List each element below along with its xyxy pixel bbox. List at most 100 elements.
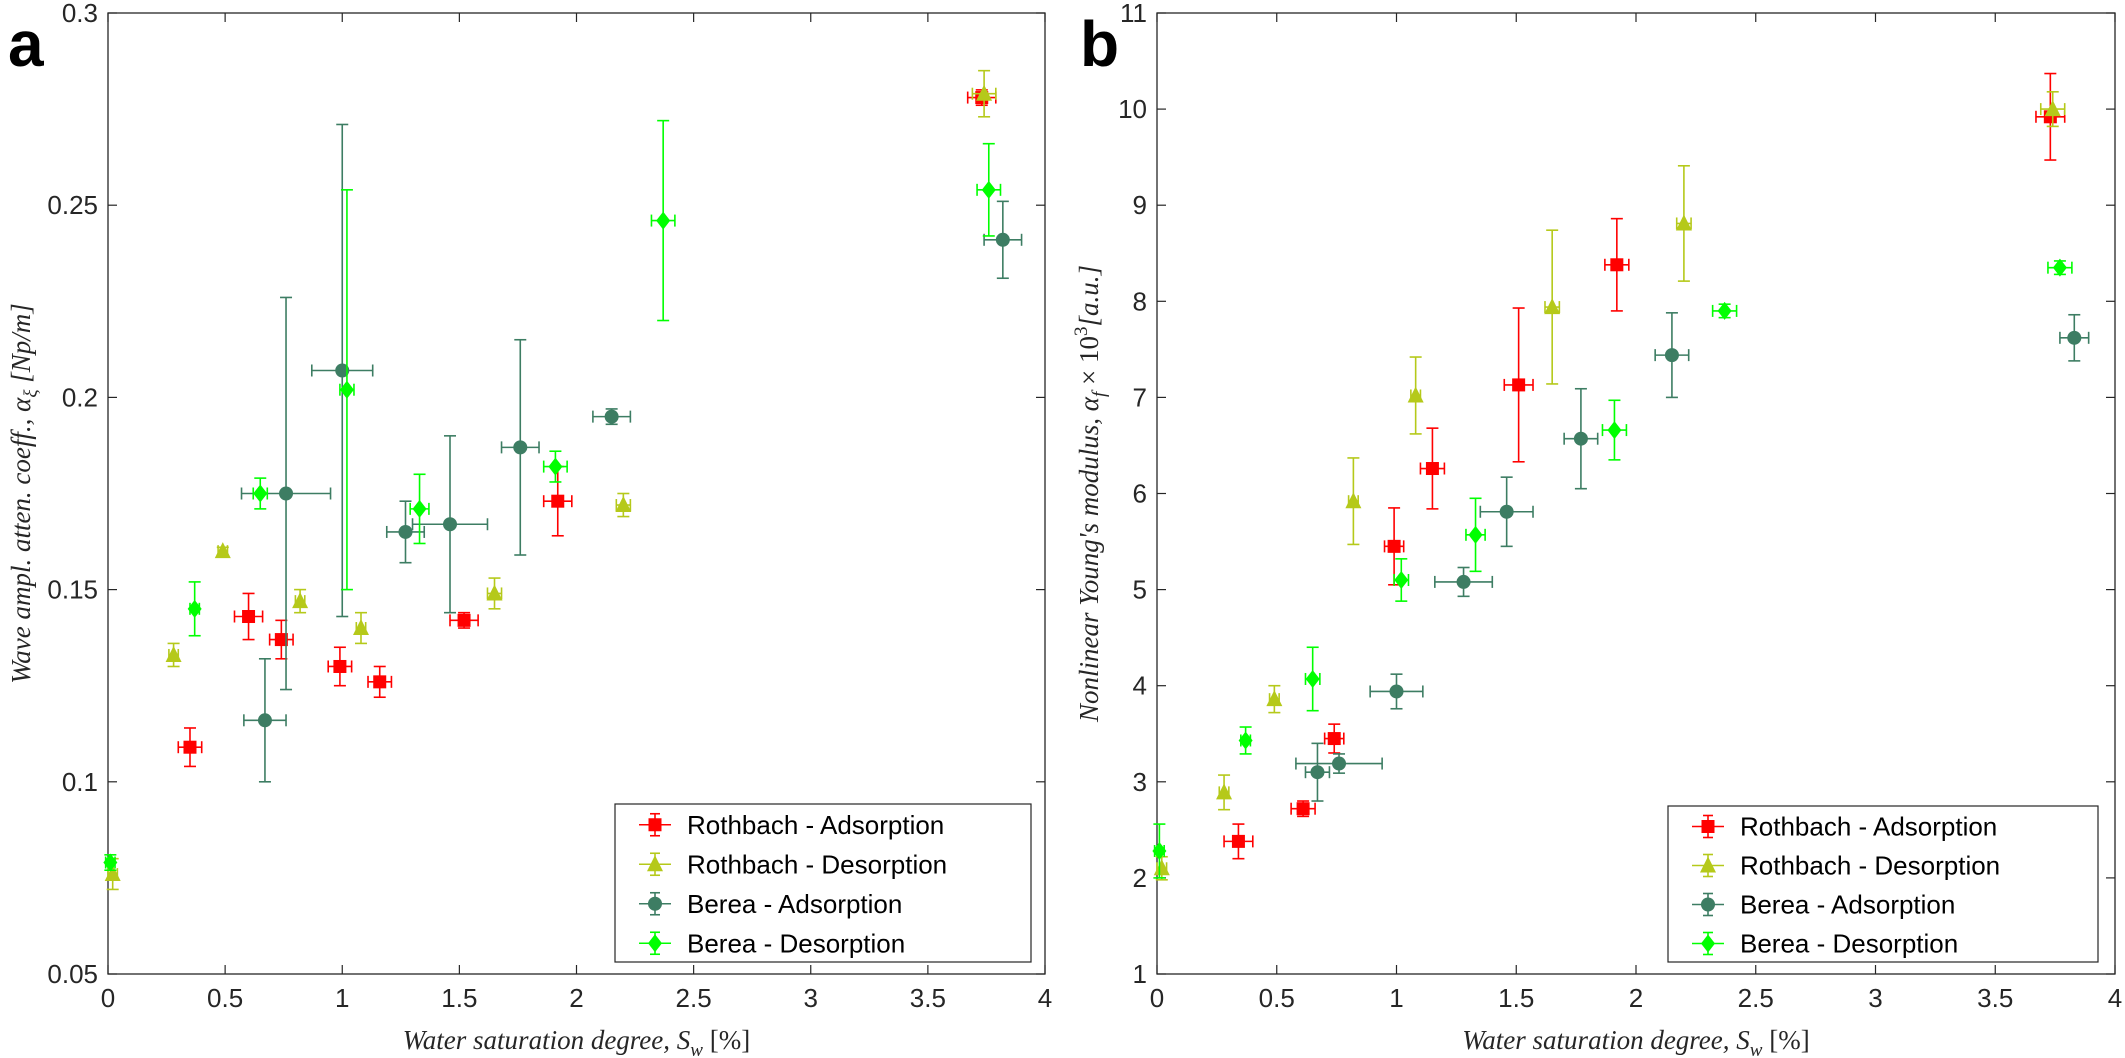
y-tick-label: 5 <box>1133 575 1147 605</box>
marker-triangle <box>1266 690 1283 707</box>
y-axis-label: Nonlinear Young's modulus, αf × 103[a.u.… <box>1071 265 1110 723</box>
legend-label: Berea - Desorption <box>687 928 905 958</box>
marker-circle <box>279 486 294 501</box>
marker-triangle <box>976 84 993 101</box>
data-point <box>252 477 269 510</box>
y-tick-label: 10 <box>1118 94 1147 124</box>
marker-circle <box>335 363 350 378</box>
data-point <box>542 450 568 483</box>
data-point <box>1434 566 1494 598</box>
marker-triangle <box>615 496 632 513</box>
marker-circle <box>1310 765 1325 780</box>
x-axis-label-main: Water saturation degree, <box>1462 1025 1736 1055</box>
marker-square <box>242 610 256 624</box>
data-point <box>1419 427 1446 510</box>
legend-item: Berea - Adsorption <box>639 889 902 919</box>
y-tick-label: 6 <box>1133 479 1147 509</box>
data-point <box>165 642 182 668</box>
marker-circle <box>2067 330 2082 345</box>
data-point <box>1295 753 1383 774</box>
data-point <box>592 408 632 426</box>
y-axis-label-unit: [Np/m] <box>6 303 36 389</box>
legend: Rothbach - Adsorption Rothbach - Desorpti… <box>614 803 1032 963</box>
panel-a: 0 0.5 1 1.5 2 2.5 3 3.5 4 0.05 0.1 0.15 0.2 0.25 0.3 Wa… <box>6 0 1052 1058</box>
marker-square <box>1296 802 1310 816</box>
legend-label: Berea - Adsorption <box>1740 890 1955 920</box>
legend-marker-triangle <box>1700 856 1716 873</box>
marker-diamond <box>1152 841 1167 860</box>
data-point <box>292 588 309 614</box>
x-axis-label: Water saturation degree, Sw [%] <box>403 1025 750 1058</box>
marker-triangle <box>165 645 182 662</box>
data-point <box>339 189 355 591</box>
legend-item: Rothbach - Adsorption <box>639 810 944 840</box>
legend-box <box>1667 805 2099 963</box>
y-axis-label-main: Nonlinear Young's modulus, <box>1074 411 1104 723</box>
data-point <box>2047 258 2073 277</box>
y-axis-label-symbol: α <box>6 397 36 412</box>
x-tick-label: 2 <box>569 983 583 1013</box>
x-tick-label: 1 <box>1389 983 1403 1013</box>
x-axis-label-symbol: S <box>1736 1025 1750 1055</box>
marker-diamond <box>656 211 671 230</box>
marker-triangle <box>1153 859 1170 876</box>
data-point <box>615 492 632 518</box>
legend-marker-square <box>648 818 662 832</box>
legend-item: Rothbach - Desorption <box>1692 851 2000 881</box>
marker-diamond <box>339 380 354 399</box>
data-point <box>971 69 997 118</box>
x-tick-label: 3 <box>1868 983 1882 1013</box>
legend-box <box>614 803 1032 963</box>
legend-label: Rothbach - Desorption <box>1740 851 2000 881</box>
y-tick-label: 0.2 <box>62 382 98 412</box>
marker-circle <box>1389 684 1404 699</box>
data-point <box>1290 800 1316 818</box>
marker-triangle <box>1544 298 1561 315</box>
data-point <box>1238 726 1253 755</box>
data-point <box>409 473 430 545</box>
data-point <box>2059 313 2090 362</box>
data-point <box>1465 497 1486 573</box>
x-axis-label-subscript: w <box>690 1040 703 1058</box>
marker-diamond <box>253 484 268 503</box>
data-point <box>1675 164 1692 282</box>
y-axis-label-symbol: α <box>1074 396 1104 411</box>
legend-label: Rothbach - Desorption <box>687 849 947 879</box>
data-point <box>1345 457 1362 546</box>
data-point <box>385 500 426 564</box>
data-point <box>983 200 1023 280</box>
marker-square <box>1231 834 1245 848</box>
y-tick-label: 7 <box>1133 382 1147 412</box>
marker-diamond <box>981 180 996 199</box>
data-point <box>976 142 1002 237</box>
series-triangle <box>104 69 997 891</box>
legend-item: Berea - Desorption <box>639 928 905 958</box>
marker-circle <box>443 517 458 532</box>
data-point <box>1503 307 1534 463</box>
data-point <box>411 435 489 614</box>
x-tick-label: 2.5 <box>1738 983 1774 1013</box>
series-circle <box>240 123 1023 783</box>
data-point <box>500 338 540 556</box>
data-point <box>1479 476 1534 548</box>
series-diamond <box>1152 258 2073 879</box>
data-point <box>1711 301 1738 320</box>
data-point <box>1152 823 1167 879</box>
data-point <box>367 665 393 699</box>
marker-circle <box>1499 504 1514 519</box>
y-axis-label: Wave ampl. atten. coeff., αξ [Np/m] <box>6 303 42 684</box>
legend-marker-circle <box>648 896 662 911</box>
data-point <box>1216 774 1233 811</box>
data-point <box>1563 387 1599 490</box>
data-point <box>1654 312 1690 399</box>
legend-marker-triangle <box>647 855 663 872</box>
y-tick-label: 0.15 <box>47 575 98 605</box>
data-point <box>310 123 374 618</box>
data-point <box>2039 91 2066 128</box>
marker-square <box>1610 258 1624 272</box>
x-tick-label: 4 <box>2108 983 2122 1013</box>
marker-diamond <box>2052 258 2067 277</box>
y-tick-label: 0.3 <box>62 0 98 28</box>
series-square <box>1223 72 2066 860</box>
